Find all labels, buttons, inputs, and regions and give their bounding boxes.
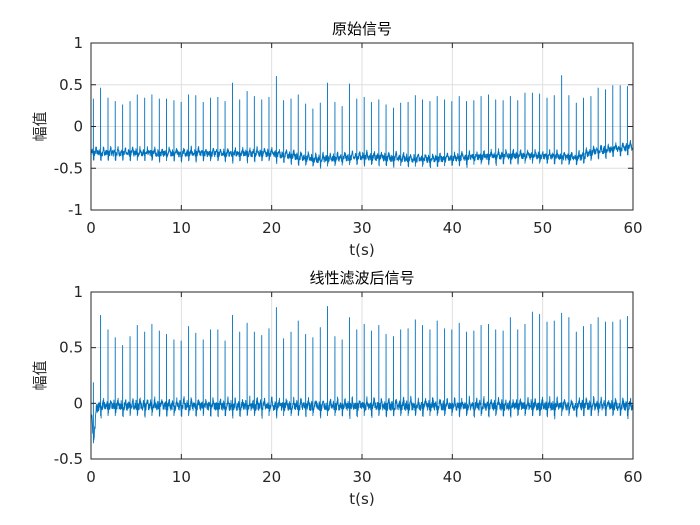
- x-tick-label: 20: [262, 219, 281, 237]
- x-axis-label: t(s): [349, 241, 374, 259]
- y-axis-label: 幅值: [31, 111, 49, 141]
- y-axis-label: 幅值: [31, 360, 49, 390]
- x-tick-label: 50: [533, 468, 552, 486]
- x-tick-label: 10: [172, 219, 191, 237]
- axes-title: 原始信号: [332, 20, 392, 38]
- x-tick-label: 0: [86, 468, 96, 486]
- x-axis-label: t(s): [349, 490, 374, 508]
- x-tick-label: 20: [262, 468, 281, 486]
- x-tick-label: 40: [443, 468, 462, 486]
- signal-line: [90, 306, 634, 444]
- y-tick-label: -0.5: [54, 450, 83, 468]
- signal-line: [90, 75, 634, 169]
- y-tick-label: 0: [73, 118, 83, 136]
- axes-title: 线性滤波后信号: [309, 269, 414, 287]
- y-tick-label: 1: [73, 34, 83, 52]
- x-tick-label: 30: [352, 219, 371, 237]
- x-tick-label: 10: [172, 468, 191, 486]
- y-tick-label: 0: [73, 394, 83, 412]
- y-tick-label: 1: [73, 283, 83, 301]
- x-tick-label: 50: [533, 219, 552, 237]
- x-tick-label: 0: [86, 219, 96, 237]
- x-tick-label: 60: [623, 219, 642, 237]
- x-tick-label: 30: [352, 468, 371, 486]
- y-tick-label: 0.5: [59, 76, 83, 94]
- x-tick-label: 40: [443, 219, 462, 237]
- x-tick-label: 60: [623, 468, 642, 486]
- y-tick-label: -1: [68, 201, 83, 219]
- axes-original-signal: 0 10 20 30 40 50 60 -1 -0.5 0 0.5 1 原始信号 t(s) 幅值: [31, 20, 643, 259]
- y-tick-label: 0.5: [59, 339, 83, 357]
- y-tick-label: -0.5: [54, 159, 83, 177]
